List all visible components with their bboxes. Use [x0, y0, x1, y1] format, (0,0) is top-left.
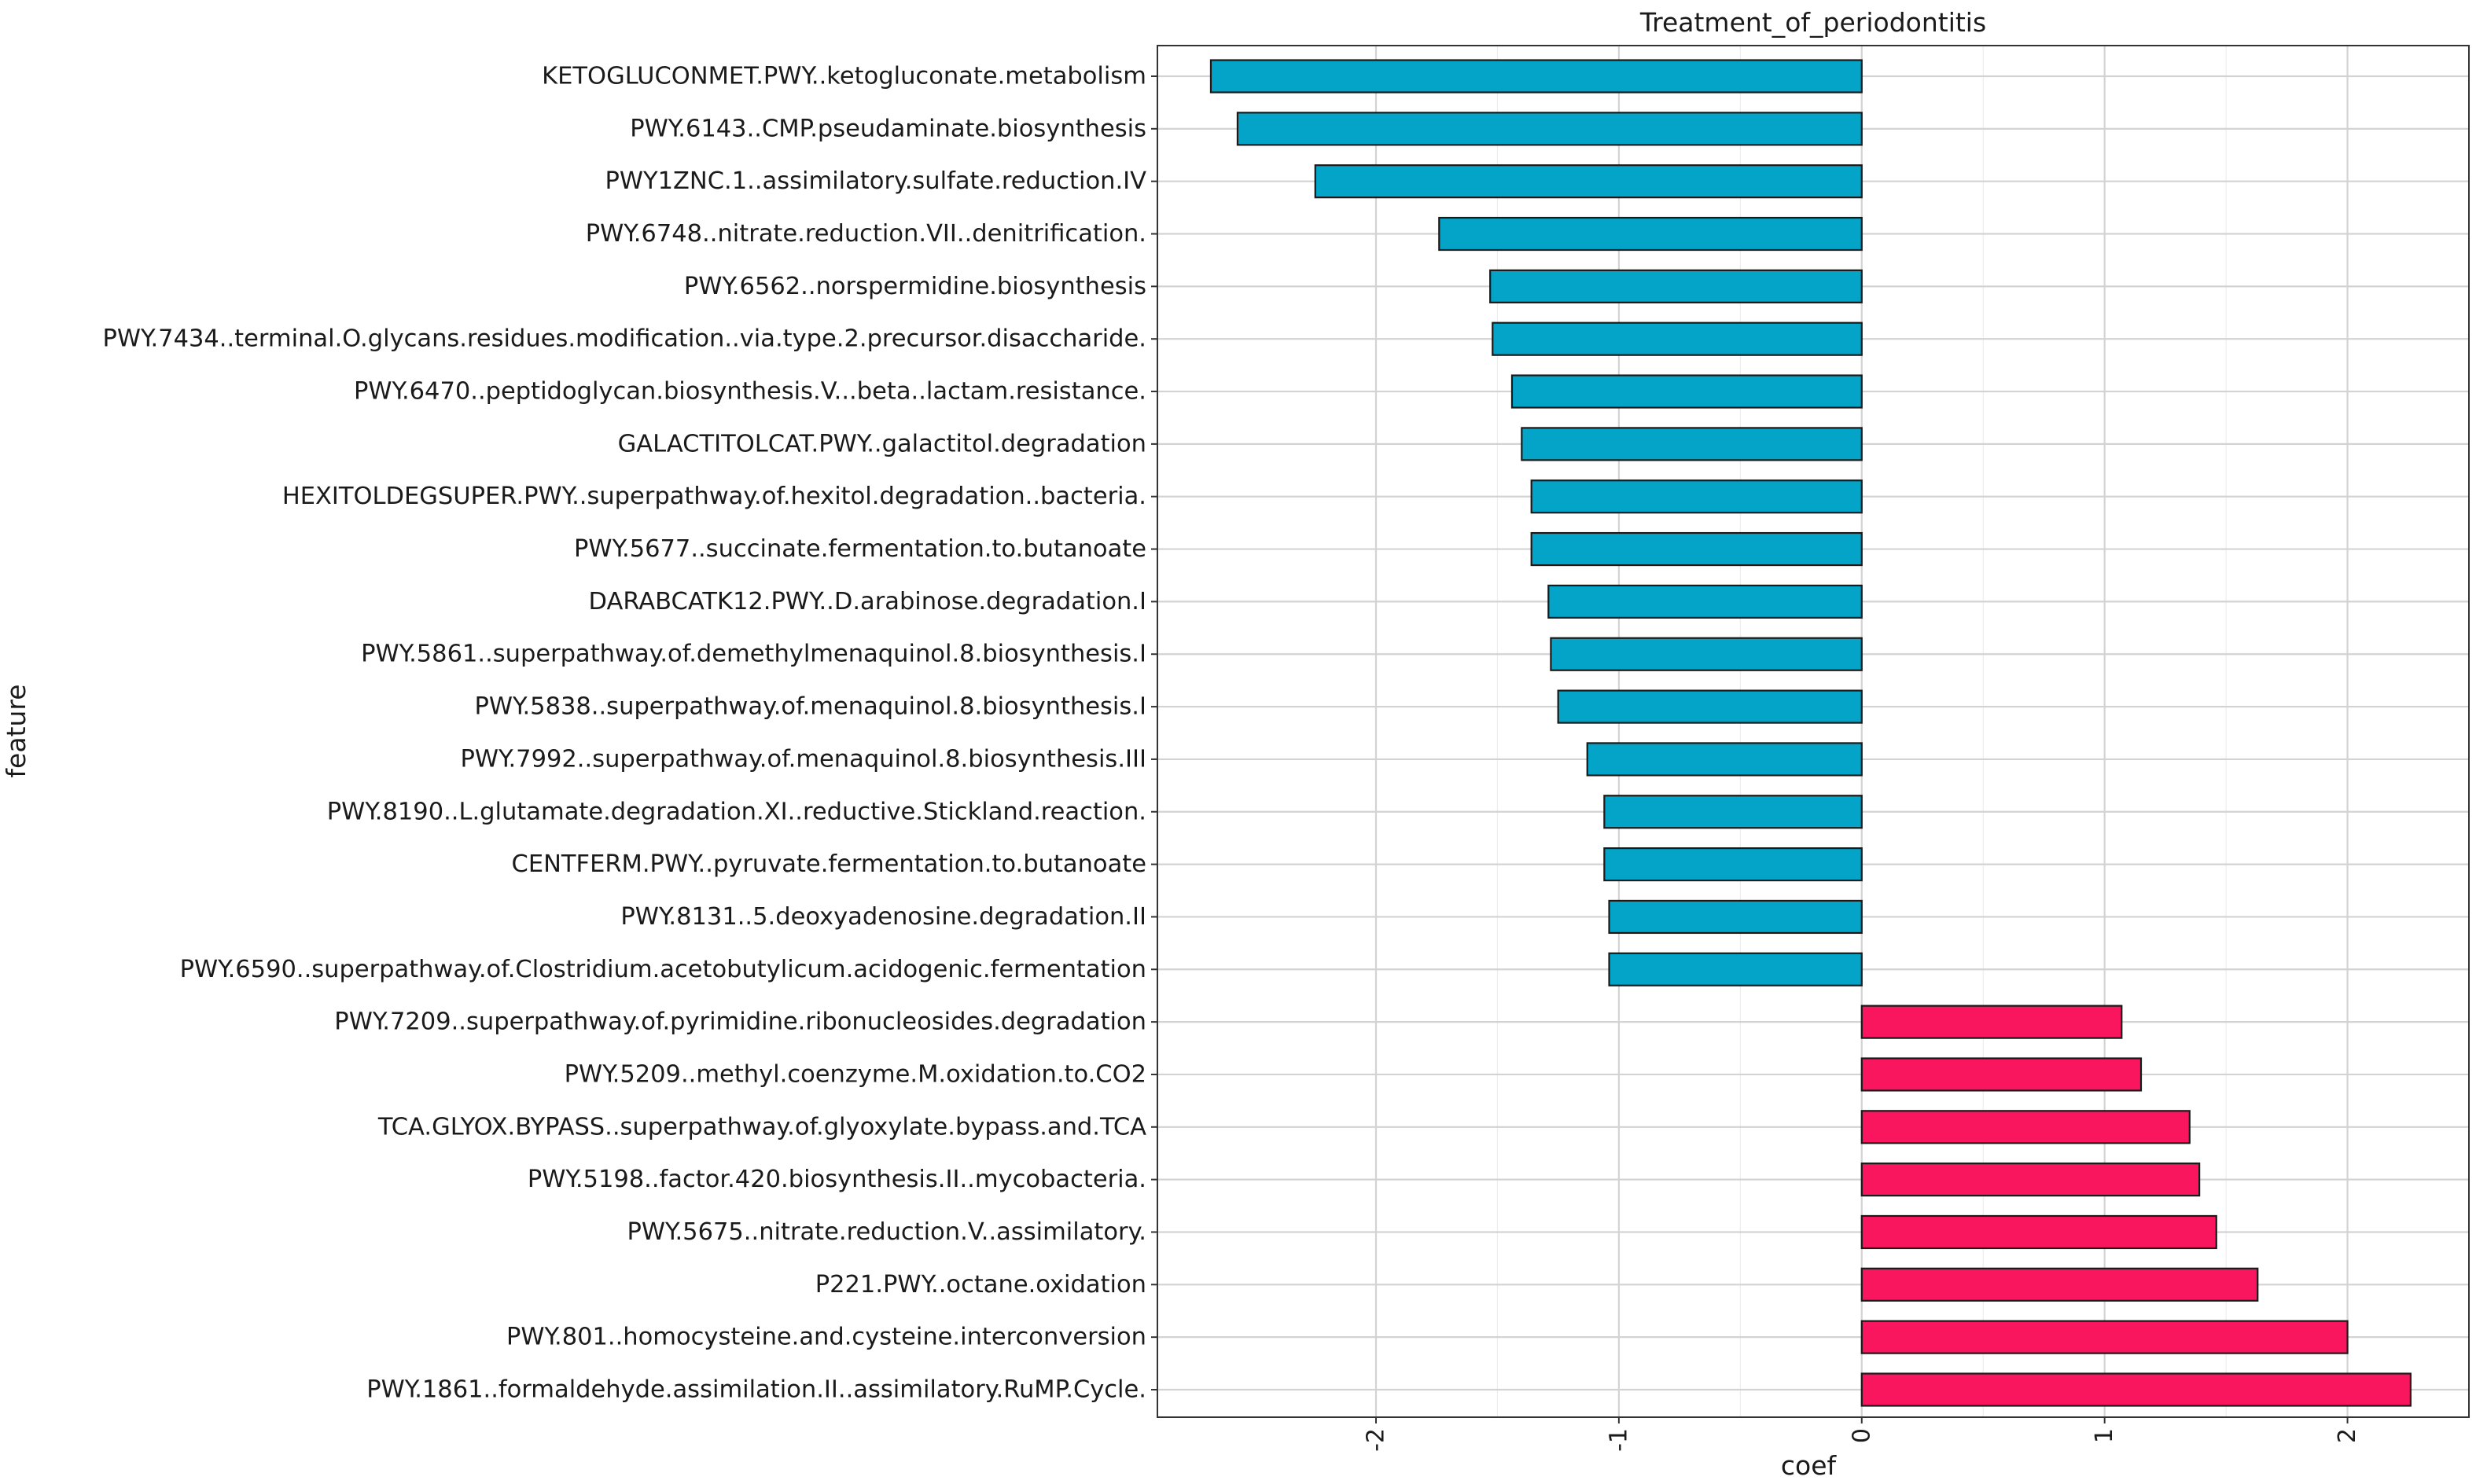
category-labels: KETOGLUCONMET.PWY..ketogluconate.metabol…: [102, 63, 1157, 1404]
bar-22: [1860, 1214, 2217, 1250]
bar-18: [1860, 1005, 2123, 1039]
category-label: PWY.5198..factor.420.biosynthesis.II..my…: [528, 1166, 1146, 1193]
category-label: PWY.8190..L.glutamate.degradation.XI..re…: [327, 798, 1146, 825]
x-tick-label: -1: [1605, 1428, 1632, 1452]
bar-20: [1860, 1110, 2191, 1144]
bar-19: [1860, 1057, 2143, 1092]
bar-23: [1860, 1267, 2259, 1302]
category-label: PWY.5838..superpathway.of.menaquinol.8.b…: [474, 693, 1146, 721]
category-label: PWY.6143..CMP.pseudaminate.biosynthesis: [630, 115, 1146, 142]
bar-3: [1438, 216, 1863, 252]
bar-11: [1550, 637, 1863, 671]
bar-1: [1236, 112, 1863, 146]
category-label: PWY.5675..nitrate.reduction.V..assimilat…: [627, 1218, 1146, 1246]
bar-9: [1530, 531, 1863, 567]
category-label: PWY1ZNC.1..assimilatory.sulfate.reductio…: [605, 167, 1146, 195]
bar-17: [1608, 952, 1863, 986]
category-label: CENTFERM.PWY..pyruvate.fermentation.to.b…: [512, 850, 1146, 878]
bar-13: [1586, 742, 1863, 777]
bar-5: [1492, 321, 1863, 356]
bar-16: [1608, 899, 1863, 935]
x-axis-label: coef: [1781, 1450, 1838, 1481]
bars: [1209, 59, 2412, 1407]
bar-2: [1314, 164, 1863, 199]
bar-6: [1510, 374, 1863, 409]
category-label: PWY.801..homocysteine.and.cysteine.inter…: [506, 1324, 1146, 1351]
chart-title: Treatment_of_periodontitis: [1639, 7, 1986, 38]
bar-10: [1547, 584, 1863, 619]
bar-14: [1603, 795, 1863, 829]
category-label: HEXITOLDEGSUPER.PWY..superpathway.of.hex…: [282, 483, 1146, 510]
bar-25: [1860, 1372, 2412, 1407]
category-label: GALACTITOLCAT.PWY..galactitol.degradatio…: [618, 430, 1146, 457]
bar-24: [1860, 1320, 2349, 1354]
category-label: PWY.6562..norspermidine.biosynthesis: [684, 273, 1146, 300]
bar-21: [1860, 1163, 2201, 1197]
category-label: PWY.5209..methyl.coenzyme.M.oxidation.to…: [565, 1060, 1146, 1088]
category-label: P221.PWY..octane.oxidation: [815, 1271, 1146, 1298]
category-label: KETOGLUCONMET.PWY..ketogluconate.metabol…: [542, 63, 1146, 90]
bar-12: [1557, 689, 1863, 724]
category-label: PWY.6748..nitrate.reduction.VII..denitri…: [586, 220, 1146, 248]
category-label: PWY.7992..superpathway.of.menaquinol.8.b…: [460, 745, 1146, 773]
x-tick-label: -2: [1363, 1428, 1390, 1452]
category-label: PWY.5677..succinate.fermentation.to.buta…: [574, 535, 1146, 563]
x-tick-label: 2: [2334, 1428, 2361, 1443]
category-label: TCA.GLYOX.BYPASS..superpathway.of.glyoxy…: [377, 1113, 1146, 1141]
category-label: PWY.8131..5.deoxyadenosine.degradation.I…: [620, 903, 1146, 931]
category-label: PWY.7434..terminal.O.glycans.residues.mo…: [102, 325, 1146, 353]
x-tick-label: 1: [2091, 1428, 2118, 1443]
bar-7: [1521, 427, 1863, 461]
x-axis-ticks: -2 -1 0 1 2: [1363, 1417, 2361, 1452]
bar-8: [1530, 479, 1863, 514]
bar-15: [1603, 847, 1863, 882]
plot-panel-border: [1157, 45, 2470, 1418]
category-label: PWY.7209..superpathway.of.pyrimidine.rib…: [334, 1008, 1146, 1036]
bar-0: [1209, 59, 1863, 94]
bar-4: [1489, 269, 1863, 303]
category-label: DARABCATK12.PWY..D.arabinose.degradation…: [589, 588, 1147, 615]
category-label: PWY.6590..superpathway.of.Clostridium.ac…: [180, 956, 1146, 983]
y-axis-label: feature: [1, 684, 31, 777]
x-tick-label: 0: [1848, 1428, 1875, 1443]
category-label: PWY.5861..superpathway.of.demethylmenaqu…: [361, 641, 1146, 668]
category-label: PWY.1861..formaldehyde.assimilation.II..…: [366, 1376, 1146, 1404]
category-label: PWY.6470..peptidoglycan.biosynthesis.V..…: [354, 378, 1146, 406]
